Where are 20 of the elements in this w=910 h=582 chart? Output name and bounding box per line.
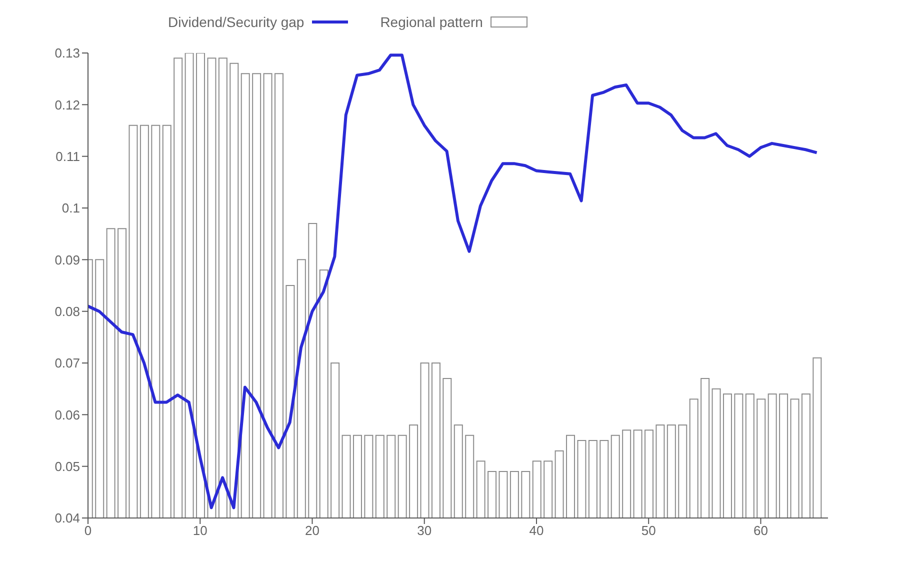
x-tick-label: 20 xyxy=(305,523,320,538)
y-tick-label: 0.04 xyxy=(54,510,80,526)
y-tick-label: 0.1 xyxy=(62,200,80,216)
y-tick-label: 0.13 xyxy=(54,46,80,61)
x-tick-label: 0 xyxy=(84,523,92,538)
x-tick-label: 30 xyxy=(417,523,432,538)
y-tick-label: 0.05 xyxy=(54,458,80,474)
x-tick-label: 60 xyxy=(753,523,768,538)
y-tick-label: 0.09 xyxy=(54,252,80,268)
line-series xyxy=(88,54,818,510)
y-tick-label: 0.06 xyxy=(54,407,80,422)
y-tick-label: 0.08 xyxy=(54,304,80,319)
y-tick-label: 0.12 xyxy=(54,97,80,112)
x-tick-label: 40 xyxy=(529,523,544,538)
y-tick-label: 0.07 xyxy=(54,356,80,371)
x-tick-label: 10 xyxy=(192,523,208,538)
x-tick-label: 50 xyxy=(641,523,656,538)
legend-label: Regional pattern xyxy=(380,14,483,30)
legend-label: Dividend/Security gap xyxy=(168,14,304,30)
y-tick-label: 0.11 xyxy=(56,148,80,164)
